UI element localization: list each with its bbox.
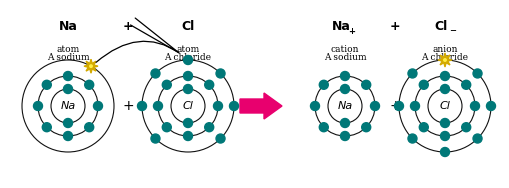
Circle shape <box>183 71 192 80</box>
Circle shape <box>370 102 379 111</box>
Circle shape <box>42 123 51 132</box>
Circle shape <box>394 102 403 111</box>
Circle shape <box>153 102 162 111</box>
Circle shape <box>418 80 428 89</box>
Text: +: + <box>123 20 133 33</box>
Circle shape <box>64 71 72 80</box>
Circle shape <box>470 102 478 111</box>
Text: −: − <box>448 27 456 36</box>
Circle shape <box>440 148 448 156</box>
Circle shape <box>361 123 370 132</box>
Polygon shape <box>84 59 98 73</box>
Circle shape <box>34 102 42 111</box>
Circle shape <box>340 84 349 93</box>
Circle shape <box>204 123 213 132</box>
Circle shape <box>216 134 224 143</box>
Circle shape <box>64 131 72 140</box>
Circle shape <box>310 102 319 111</box>
FancyArrow shape <box>240 93 281 119</box>
Text: atom: atom <box>56 45 79 54</box>
Circle shape <box>204 80 213 89</box>
Circle shape <box>151 134 160 143</box>
Circle shape <box>407 134 416 143</box>
Circle shape <box>461 123 470 132</box>
Text: A chloride: A chloride <box>164 53 211 62</box>
Circle shape <box>461 80 470 89</box>
Circle shape <box>137 102 146 111</box>
Circle shape <box>440 131 448 140</box>
Text: A chloride: A chloride <box>420 53 468 62</box>
Circle shape <box>183 55 192 64</box>
Circle shape <box>486 102 495 111</box>
Circle shape <box>183 84 192 93</box>
Text: Cl: Cl <box>181 20 194 33</box>
Circle shape <box>213 102 222 111</box>
Text: +: + <box>122 99 133 113</box>
Circle shape <box>361 80 370 89</box>
Circle shape <box>42 80 51 89</box>
Circle shape <box>440 118 448 127</box>
Text: Na: Na <box>59 20 77 33</box>
Circle shape <box>340 131 349 140</box>
Circle shape <box>472 69 481 78</box>
Text: Na: Na <box>60 101 75 111</box>
Circle shape <box>90 65 92 67</box>
Circle shape <box>162 80 171 89</box>
Text: Cl: Cl <box>182 101 193 111</box>
Text: anion: anion <box>432 45 457 54</box>
Text: +: + <box>388 99 400 113</box>
Circle shape <box>229 102 238 111</box>
Circle shape <box>440 71 448 80</box>
Circle shape <box>472 134 481 143</box>
Circle shape <box>443 59 445 61</box>
Text: Cl: Cl <box>434 20 447 33</box>
Text: +: + <box>389 20 400 33</box>
Circle shape <box>440 84 448 93</box>
Circle shape <box>183 118 192 127</box>
Circle shape <box>410 102 419 111</box>
Circle shape <box>418 123 428 132</box>
Circle shape <box>340 71 349 80</box>
Text: Na: Na <box>331 20 350 33</box>
Circle shape <box>340 118 349 127</box>
Circle shape <box>84 123 94 132</box>
Circle shape <box>84 80 94 89</box>
Circle shape <box>216 69 224 78</box>
Circle shape <box>319 80 328 89</box>
Text: +: + <box>348 27 355 36</box>
Polygon shape <box>437 53 451 67</box>
Text: Na: Na <box>337 101 352 111</box>
Circle shape <box>407 69 416 78</box>
Text: A sodium: A sodium <box>47 53 89 62</box>
Circle shape <box>93 102 102 111</box>
Circle shape <box>162 123 171 132</box>
Circle shape <box>151 69 160 78</box>
Text: A sodium: A sodium <box>323 53 365 62</box>
Circle shape <box>64 118 72 127</box>
Text: Cl: Cl <box>439 101 449 111</box>
Circle shape <box>319 123 328 132</box>
Text: cation: cation <box>330 45 358 54</box>
Circle shape <box>64 84 72 93</box>
Text: atom: atom <box>176 45 199 54</box>
Circle shape <box>183 131 192 140</box>
